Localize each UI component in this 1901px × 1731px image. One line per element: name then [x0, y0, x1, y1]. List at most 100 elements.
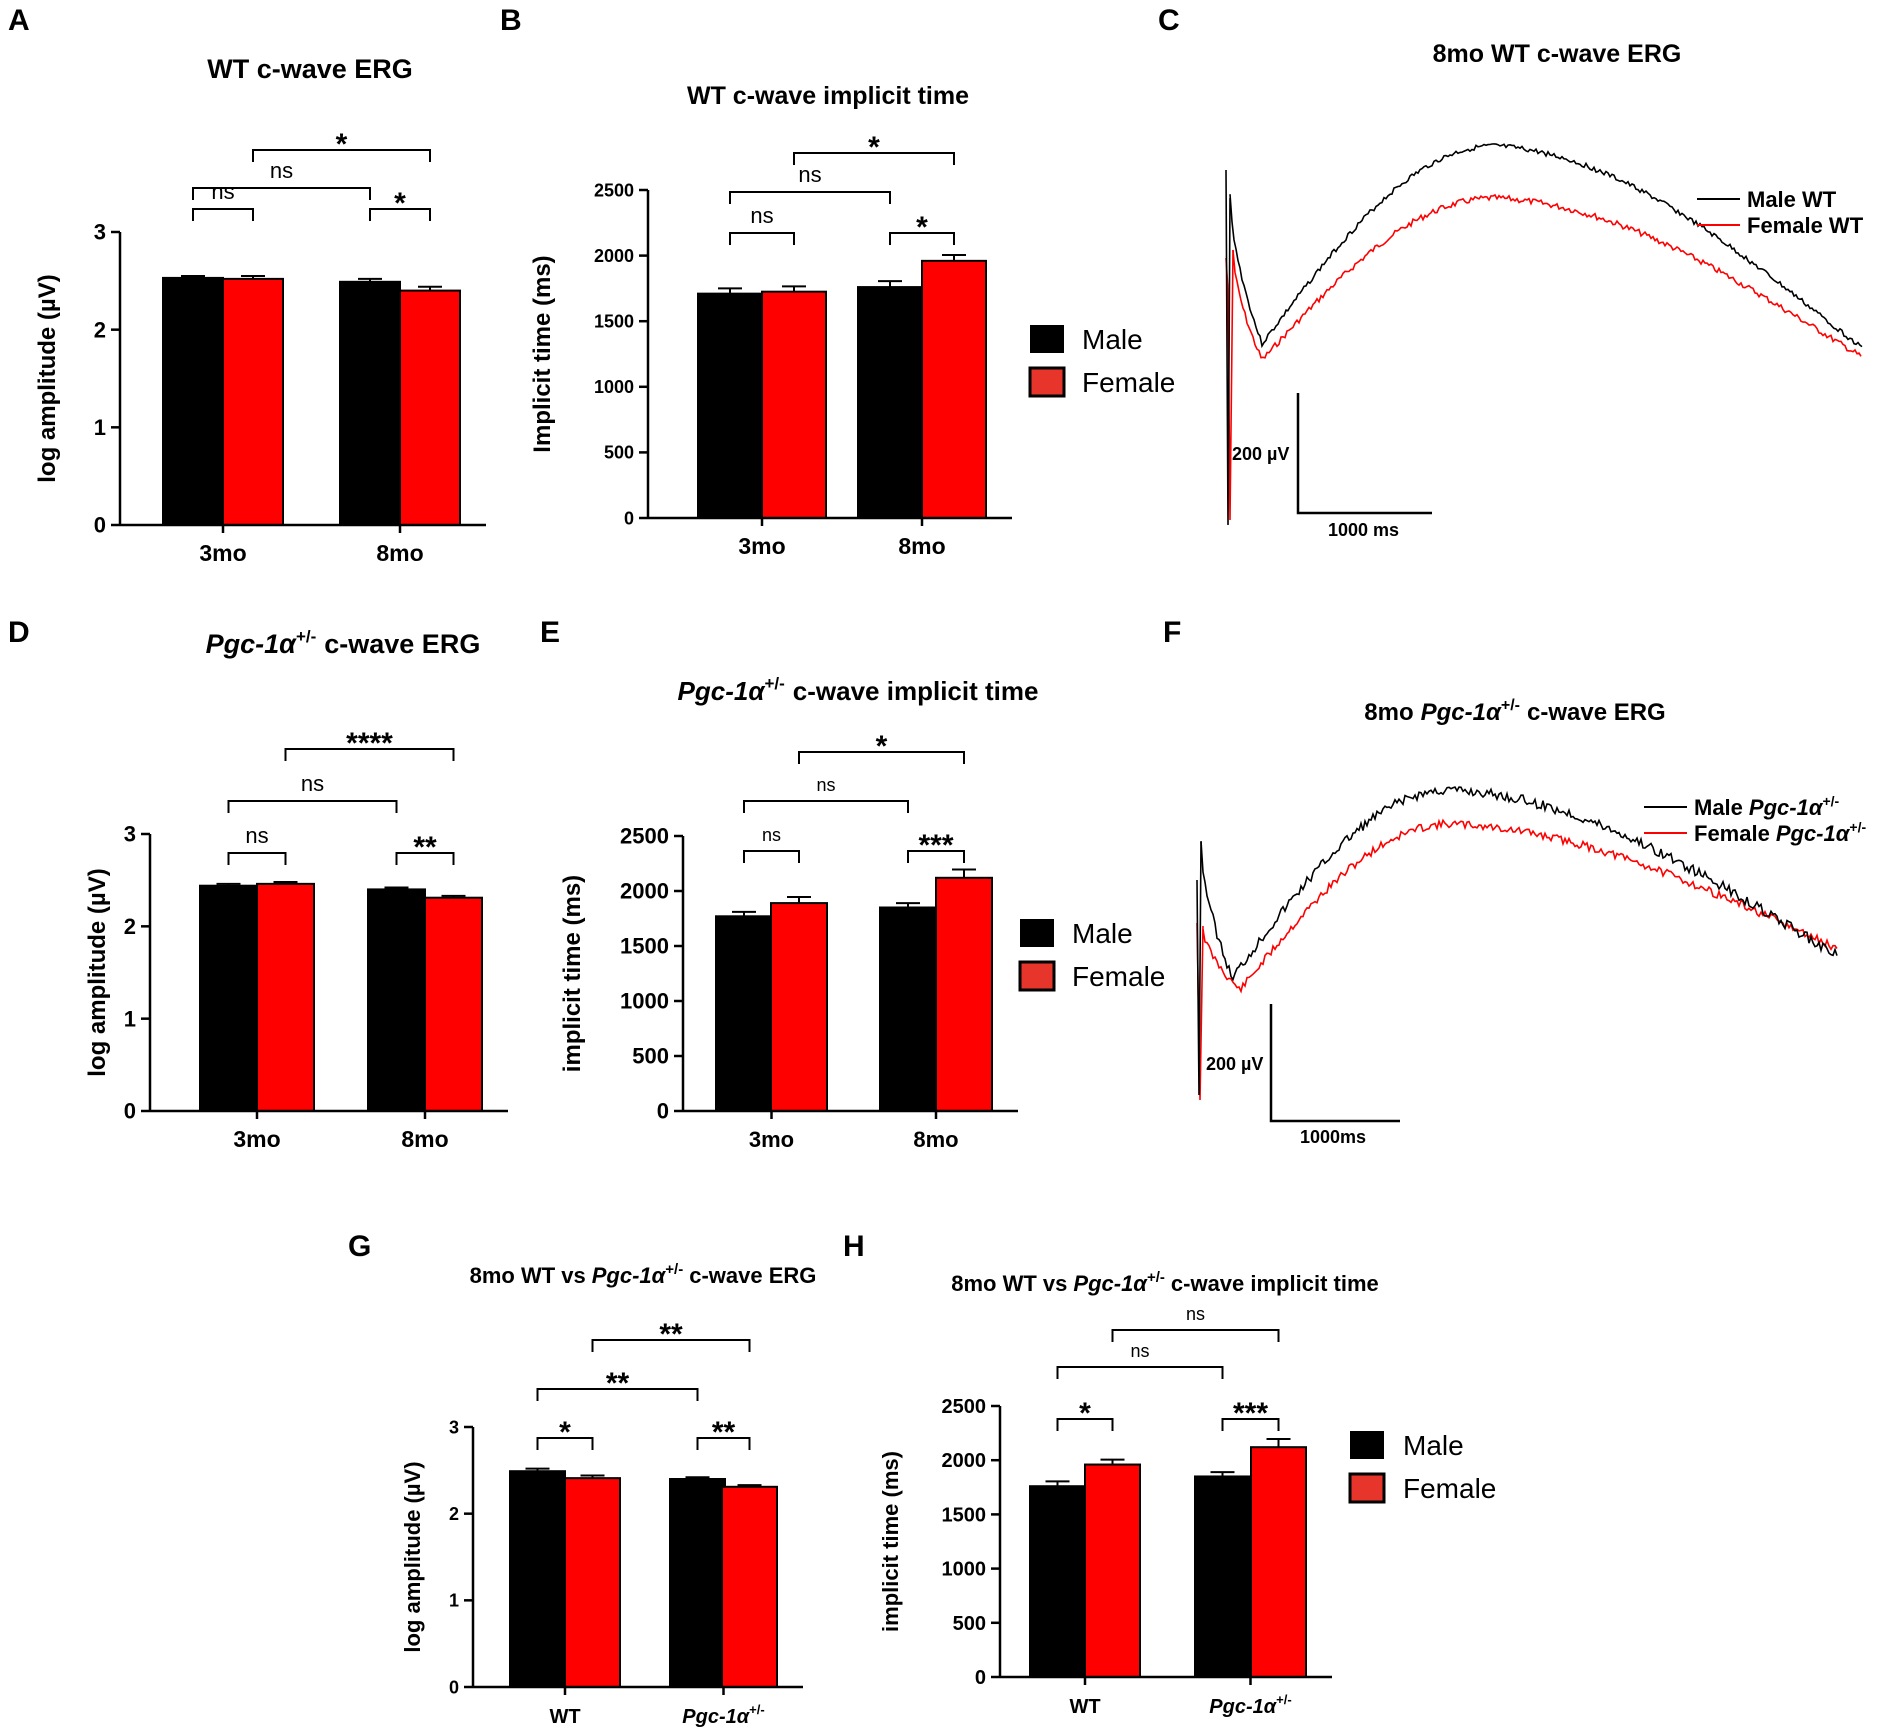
chart-g-ytick-label: 3	[449, 1417, 459, 1437]
chart-b-ytick-label: 2500	[594, 180, 634, 200]
chart-g-significance-bracket	[536, 1388, 699, 1401]
chart-a-ytick-label: 1	[94, 415, 106, 440]
chart-c-traces	[1225, 143, 1863, 526]
chart-d: 0 1 2 3 3mo 8mo log amplitude (µV) ns ** ns ****	[84, 727, 508, 1152]
chart-a-significance-label: ns	[211, 179, 234, 204]
chart-g-bar	[721, 1485, 778, 1689]
chart-f-traces	[1196, 786, 1838, 1101]
chart-g-significance-bracket	[536, 1437, 594, 1450]
chart-g-significance-label: *	[559, 1416, 571, 1449]
chart-g-y-axis-title: log amplitude (µV)	[400, 1461, 425, 1652]
chart-h-significance-label: ***	[1233, 1397, 1268, 1430]
chart-e-significance-bracket	[743, 850, 800, 863]
chart-e-bar	[770, 902, 828, 1112]
legend-h-female-label: Female	[1403, 1473, 1496, 1504]
panel-label-d: D	[8, 616, 30, 649]
chart-d-bar	[367, 888, 426, 1113]
chart-g-category-label: WT	[549, 1706, 580, 1728]
chart-e-significance-label: ns	[762, 825, 781, 845]
chart-b-bar	[697, 292, 763, 520]
chart-e-category-label: 8mo	[913, 1127, 958, 1152]
chart-g-ytick-label: 1	[449, 1591, 459, 1611]
chart-g-ytick-label: 2	[449, 1504, 459, 1524]
chart-a-y-axis-title: log amplitude (µV)	[34, 274, 61, 483]
chart-e-category-label: 3mo	[749, 1127, 794, 1152]
chart-d-significance-bracket	[227, 852, 287, 865]
legend-b-male-swatch	[1030, 325, 1064, 353]
chart-d-bar	[256, 882, 315, 1112]
scalebar-f-y-label: 200 µV	[1206, 1054, 1263, 1074]
chart-g-significance-label: **	[606, 1367, 630, 1400]
chart-b-ytick-label: 0	[624, 508, 634, 528]
legend-b-female-label: Female	[1082, 367, 1175, 398]
chart-b: 0 500 1000 1500 2000 2500 3mo 8mo Implicit time …	[529, 131, 1012, 559]
chart-b-significance-bracket	[889, 232, 955, 245]
chart-g-bar	[564, 1477, 621, 1688]
legend-c-male-label: Male WT	[1747, 187, 1837, 212]
legend-h: Male Female	[1348, 1430, 1496, 1504]
chart-c-trace-male-onset	[1225, 169, 1231, 526]
chart-e-ytick-label: 500	[632, 1044, 669, 1069]
chart-b-category-label: 8mo	[898, 533, 945, 559]
chart-e: 0 500 1000 1500 2000 2500 3mo 8mo implicit time …	[559, 730, 1018, 1152]
chart-d-ytick-label: 1	[124, 1006, 136, 1031]
chart-h-category-label: Pgc-1α+/-	[1209, 1692, 1291, 1718]
chart-h-title: 8mo WT vs Pgc-1α+/- c-wave implicit time	[951, 1269, 1379, 1296]
chart-h-bar	[1084, 1463, 1141, 1679]
chart-b-significance-label: *	[916, 211, 928, 244]
chart-a-ytick-label: 0	[94, 513, 106, 538]
scalebar-c-lines	[1296, 393, 1432, 515]
chart-h-significance-bracket	[1056, 1366, 1224, 1379]
chart-h-ytick-label: 1000	[942, 1559, 987, 1581]
chart-a-title: WT c-wave ERG	[207, 54, 413, 84]
panel-label-f: F	[1163, 616, 1181, 649]
legend-h-male-swatch	[1350, 1431, 1384, 1459]
chart-b-ytick-label: 1000	[594, 377, 634, 397]
chart-f-trace-male-onset	[1196, 841, 1202, 1096]
legend-e: Male Female	[1018, 918, 1165, 992]
chart-h-ytick-label: 500	[953, 1613, 986, 1635]
chart-g-significance-label: **	[659, 1318, 683, 1351]
chart-e-ytick-label: 2000	[620, 879, 669, 904]
chart-b-ytick-label: 500	[604, 443, 634, 463]
legend-f-female-label: Female Pgc-1α+/-	[1694, 819, 1866, 846]
chart-g-significance-bracket	[591, 1339, 751, 1352]
chart-e-ytick-label: 1000	[620, 989, 669, 1014]
chart-h-significance-label: ns	[1186, 1304, 1205, 1324]
chart-f-trace-female	[1202, 818, 1838, 994]
chart-b-significance-bracket	[729, 232, 795, 245]
chart-h-bar	[1029, 1485, 1086, 1678]
panel-label-b: B	[500, 4, 522, 37]
chart-g-significance-bracket	[696, 1437, 751, 1450]
chart-a-significance-bracket	[252, 149, 431, 162]
chart-h-ytick-label: 0	[975, 1667, 986, 1689]
chart-a-ytick-label: 2	[94, 317, 106, 342]
chart-b-title: WT c-wave implicit time	[687, 82, 969, 110]
chart-b-significance-label: ns	[750, 203, 773, 228]
chart-a-significance-label: *	[394, 187, 406, 220]
legend-b-female-swatch	[1028, 366, 1066, 398]
chart-e-y-axis-title: implicit time (ms)	[559, 875, 586, 1072]
legend-e-male-swatch	[1020, 919, 1054, 947]
chart-e-significance-bracket	[907, 850, 965, 863]
legend-h-male-label: Male	[1403, 1430, 1464, 1461]
chart-e-title: Pgc-1α+/- c-wave implicit time	[678, 674, 1039, 706]
chart-h-significance-bracket	[1221, 1418, 1280, 1431]
panel-label-g: G	[348, 1230, 371, 1263]
chart-e-bar	[715, 915, 773, 1112]
chart-d-bar	[424, 896, 483, 1113]
chart-d-significance-label: **	[413, 831, 437, 864]
chart-a-significance-bracket	[192, 208, 254, 221]
legend-e-male-label: Male	[1072, 918, 1133, 949]
chart-d-category-label: 3mo	[233, 1126, 280, 1152]
chart-b-significance-bracket	[793, 152, 955, 165]
panel-label-a: A	[8, 4, 30, 37]
chart-g-bar	[509, 1470, 566, 1688]
chart-b-bar	[857, 286, 923, 520]
chart-h-category-label: WT	[1069, 1696, 1100, 1718]
chart-h-bar	[1250, 1446, 1307, 1679]
chart-d-y-axis-title: log amplitude (µV)	[84, 868, 111, 1077]
chart-a-bar	[339, 280, 401, 526]
